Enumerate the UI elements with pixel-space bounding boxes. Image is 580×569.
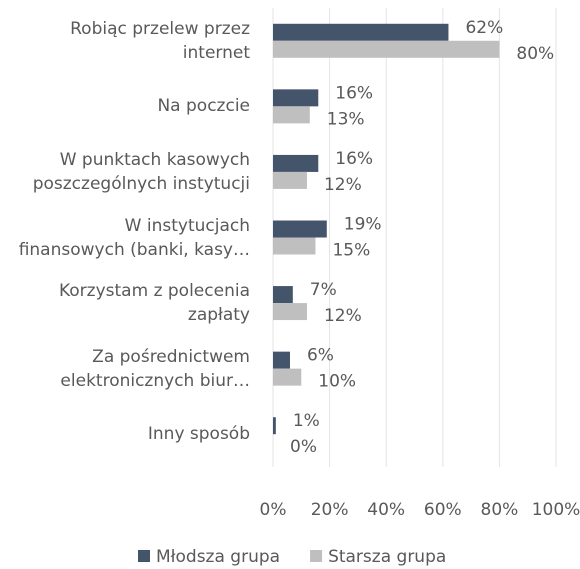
category-label: Za pośrednictwem elektronicznych biur… — [60, 346, 250, 391]
category-label: W punktach kasowych poszczególnych insty… — [32, 149, 250, 194]
data-label: 19% — [344, 215, 382, 235]
data-label: 16% — [335, 149, 373, 169]
data-label: 16% — [335, 83, 373, 103]
bar — [273, 303, 307, 321]
data-label: 0% — [290, 437, 317, 457]
data-label: 10% — [318, 372, 356, 392]
bar — [273, 220, 327, 238]
bar — [273, 89, 319, 107]
legend-label: Młodsza grupa — [156, 547, 280, 567]
x-tick-label: 100% — [532, 500, 580, 520]
data-label: 6% — [307, 346, 334, 366]
x-tick-label: 60% — [424, 500, 462, 520]
data-label: 15% — [332, 241, 370, 261]
data-label: 1% — [293, 411, 320, 431]
category-label: Inny sposób — [147, 424, 250, 445]
x-tick-label: 40% — [367, 500, 405, 520]
category-label: W instytucjach finansowych (banki, kasy… — [18, 215, 250, 260]
data-label: 12% — [324, 175, 362, 195]
bar — [273, 351, 290, 369]
category-label: Na poczcie — [157, 96, 250, 117]
x-tick-label: 0% — [260, 500, 287, 520]
bar — [273, 237, 316, 255]
bar — [273, 368, 302, 386]
legend-swatch — [310, 550, 323, 562]
data-label: 12% — [324, 306, 362, 326]
legend-swatch — [138, 550, 150, 562]
category-label: Korzystam z polecenia zapłaty — [58, 281, 250, 326]
bar — [273, 154, 319, 172]
bar — [273, 23, 449, 41]
bar — [273, 106, 310, 124]
x-tick-label: 20% — [311, 500, 349, 520]
bar — [273, 286, 293, 304]
data-label: 7% — [310, 280, 337, 300]
category-label: Robiąc przelew przez internet — [70, 18, 250, 63]
data-label: 62% — [465, 18, 503, 38]
bar — [273, 417, 276, 435]
bar — [273, 171, 307, 189]
x-tick-label: 80% — [481, 500, 519, 520]
bar — [273, 40, 500, 58]
data-label: 13% — [327, 109, 365, 129]
data-label: 80% — [516, 44, 554, 64]
legend-label: Starsza grupa — [328, 547, 446, 567]
